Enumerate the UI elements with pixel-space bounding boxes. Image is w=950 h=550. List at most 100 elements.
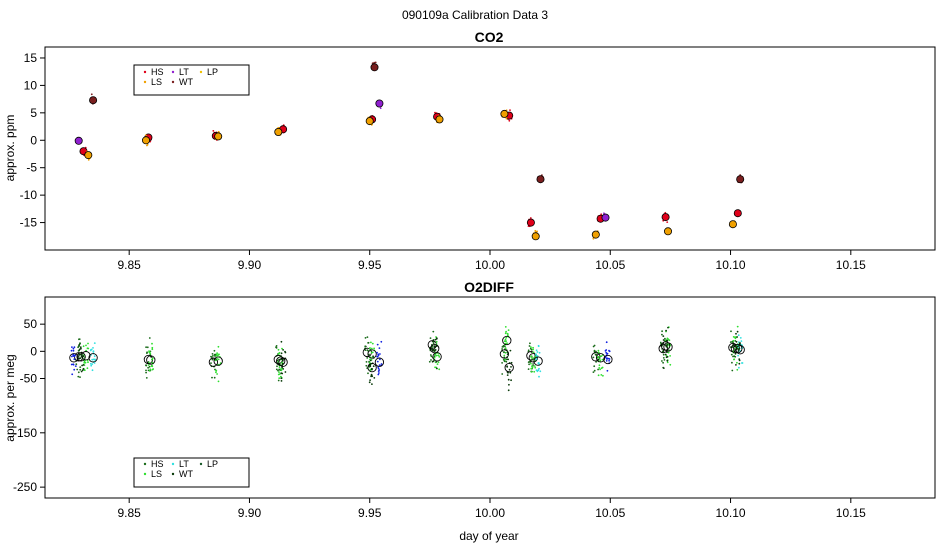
- co2-scatter-dot: [434, 111, 436, 114]
- o2diff-scatter-dot: [87, 342, 89, 345]
- o2diff-scatter-dot: [537, 345, 540, 348]
- o2diff-scatter-dot: [506, 351, 509, 354]
- o2diff-mean-marker: [76, 352, 86, 362]
- o2diff-scatter-dot: [734, 352, 737, 355]
- o2diff-scatter-dot: [661, 330, 663, 333]
- o2diff-scatter-dot: [662, 353, 665, 356]
- o2diff-legend-swatch: [143, 472, 147, 476]
- co2-scatter-dot: [373, 61, 376, 64]
- o2diff-scatter-dot: [280, 340, 283, 343]
- o2diff-mean-marker: [660, 341, 671, 351]
- o2diff-scatter-dot: [531, 357, 534, 360]
- o2diff-scatter-dot: [601, 366, 604, 369]
- o2diff-axis-ticks: 9.85 9.90 9.95 10.00 10.05 10.10 10.15 -250 -150…: [13, 317, 866, 520]
- o2diff-scatter-dot: [218, 353, 220, 356]
- o2diff-scatter-dot: [431, 349, 434, 352]
- o2diff-scatter-dot: [606, 353, 608, 355]
- o2diff-scatter-dot: [431, 346, 433, 348]
- co2-x-tick-label: 10.05: [595, 258, 625, 272]
- o2diff-scatter-dot: [80, 355, 83, 358]
- o2diff-legend-swatch: [171, 462, 175, 466]
- o2diff-scatter-dot: [532, 351, 535, 354]
- o2diff-scatter-dot: [505, 358, 508, 361]
- o2diff-scatter-dot: [85, 344, 87, 347]
- co2-mean-marker: [661, 213, 670, 222]
- o2diff-scatter-dot: [438, 368, 441, 371]
- o2diff-scatter-dot: [510, 366, 512, 368]
- o2diff-scatter-dot: [595, 361, 597, 363]
- o2diff-x-tick-label: 10.00: [475, 506, 505, 520]
- o2diff-scatter-dot: [280, 355, 283, 358]
- co2-mean-marker: [74, 136, 83, 145]
- o2diff-scatter-dot: [366, 336, 369, 338]
- o2diff-scatter-dot: [659, 341, 662, 344]
- o2diff-scatter-dot: [433, 356, 436, 359]
- o2diff-legend-label: LT: [179, 459, 189, 469]
- o2diff-scatter-dot: [531, 365, 533, 368]
- co2-scatter-dot: [666, 221, 669, 224]
- co2-scatter-dot: [145, 134, 147, 137]
- o2diff-scatter-dot: [90, 348, 92, 351]
- o2diff-scatter-dot: [429, 354, 432, 356]
- o2diff-scatter-dot: [739, 337, 742, 339]
- o2diff-mean-marker: [658, 343, 668, 354]
- o2diff-scatter-dot: [436, 363, 439, 365]
- o2diff-scatter-dot: [735, 364, 737, 366]
- o2diff-scatter-dot: [93, 362, 96, 364]
- co2-scatter-dot: [509, 109, 511, 111]
- o2diff-panel-title: O2DIFF: [464, 279, 514, 295]
- o2diff-scatter-dot: [145, 364, 148, 367]
- o2diff-scatter-dot: [535, 349, 538, 352]
- o2diff-scatter-dot: [79, 346, 82, 349]
- co2-y-tick-label: 10: [24, 78, 38, 92]
- o2diff-legend-label: LS: [151, 469, 162, 479]
- o2diff-scatter-dot: [215, 369, 218, 372]
- co2-x-tick-label: 9.85: [118, 258, 142, 272]
- o2diff-scatter-dot: [528, 345, 531, 347]
- co2-legend-swatch: [143, 70, 147, 74]
- o2diff-scatter-dot: [665, 344, 668, 347]
- o2diff-scatter-dot: [148, 365, 151, 368]
- o2diff-scatter-dot: [79, 366, 82, 368]
- o2diff-scatter-dot: [73, 368, 76, 371]
- o2diff-scatter-dot: [666, 361, 669, 364]
- co2-legend-label: HS: [151, 67, 164, 77]
- o2diff-scatter-dot: [92, 358, 95, 361]
- o2diff-scatter-dot: [94, 359, 97, 362]
- o2diff-scatter-dot: [593, 350, 596, 353]
- o2diff-scatter-dot: [372, 357, 375, 359]
- o2diff-scatter-dot: [77, 371, 80, 374]
- o2diff-scatter-dot: [368, 353, 370, 356]
- o2diff-scatter-dot: [86, 347, 89, 350]
- o2diff-scatter-dot: [740, 340, 743, 342]
- co2-y-tick-label: -5: [26, 161, 37, 175]
- o2diff-mean-marker: [603, 354, 613, 365]
- o2diff-scatter-dot: [736, 330, 739, 333]
- o2diff-scatter-dot: [376, 343, 379, 346]
- o2diff-scatter-dot: [662, 339, 665, 341]
- o2diff-scatter-dot: [377, 367, 380, 370]
- o2diff-scatter-dot: [278, 371, 280, 373]
- o2diff-mean-marker: [213, 356, 223, 366]
- co2-panel: CO2 approx. ppm 9.85 9.90 9.95 10.00 10.05 10…: [3, 29, 936, 272]
- o2diff-scatter-dot: [275, 368, 278, 371]
- o2diff-scatter-dot: [145, 377, 148, 379]
- o2diff-scatter-dot: [278, 366, 281, 368]
- o2diff-y-tick-label: 50: [24, 317, 38, 331]
- co2-axis-ticks: 9.85 9.90 9.95 10.00 10.05 10.10 10.15 -15 -10 -5…: [20, 51, 866, 272]
- o2diff-scatter-dot: [538, 375, 540, 378]
- o2diff-x-tick-label: 9.85: [118, 506, 142, 520]
- o2diff-scatter-dot: [365, 361, 368, 363]
- o2diff-mean-marker: [81, 351, 91, 361]
- o2diff-scatter-dot: [438, 356, 441, 358]
- o2diff-scatter-dot: [371, 342, 374, 345]
- o2diff-scatter-dot: [532, 348, 534, 351]
- o2diff-scatter-dot: [212, 355, 214, 357]
- o2diff-scatter-dot: [79, 376, 81, 378]
- co2-mean-marker: [736, 175, 745, 184]
- o2diff-scatter-dot: [378, 372, 380, 374]
- o2diff-y-axis-label: approx. per meg: [3, 354, 17, 441]
- o2diff-scatter-dot: [148, 370, 151, 372]
- o2diff-scatter-dot: [379, 353, 381, 355]
- o2diff-y-tick-label: 0: [30, 344, 37, 358]
